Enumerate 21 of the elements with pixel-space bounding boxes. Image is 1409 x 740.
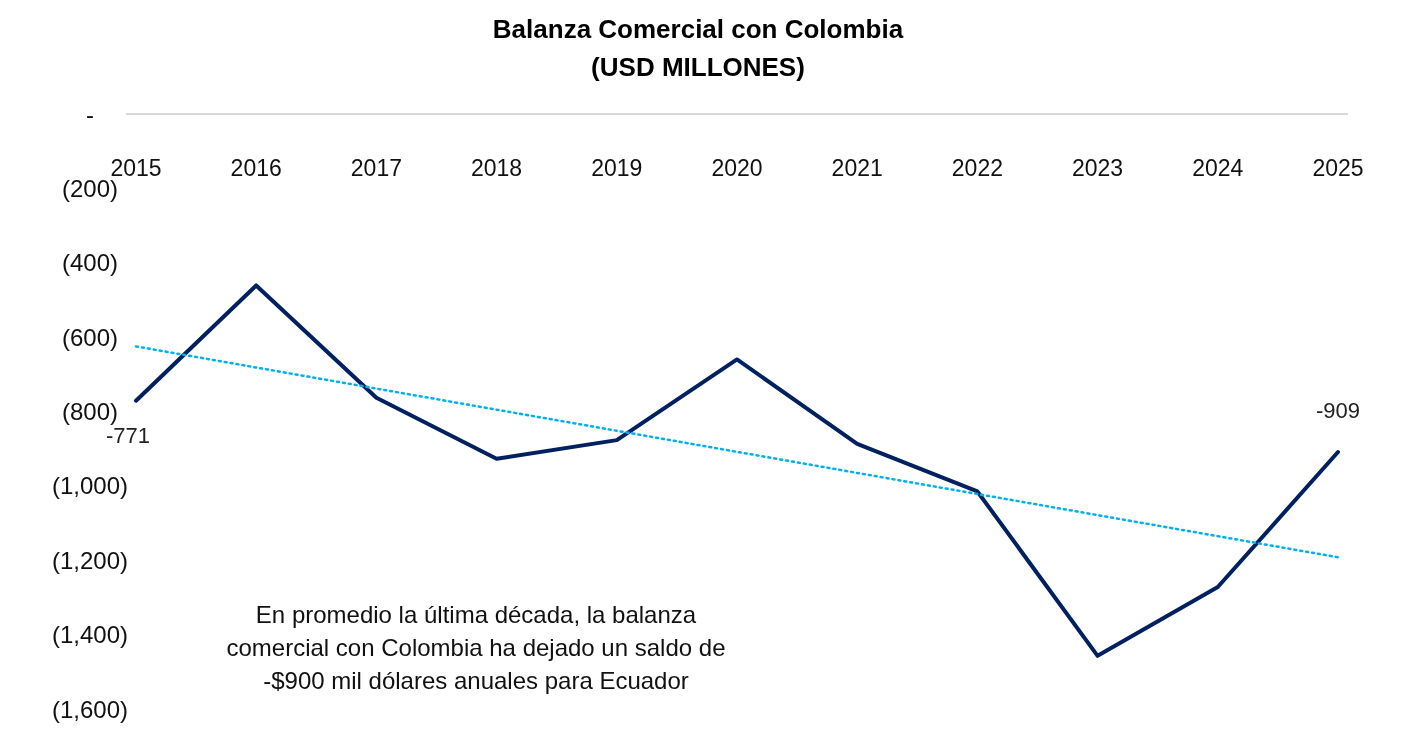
x-tick-label: 2021 (831, 155, 883, 182)
x-tick-label: 2024 (1192, 155, 1244, 182)
y-tick-label: (1,400) (51, 621, 129, 649)
x-tick-label: 2023 (1072, 155, 1124, 182)
chart-subtitle: (USD MILLONES) (590, 51, 806, 84)
x-tick-label: 2020 (711, 155, 763, 182)
chart-title: Balanza Comercial con Colombia (491, 13, 905, 46)
y-tick-label: (1,000) (51, 472, 129, 500)
y-tick-label: (600) (61, 323, 119, 351)
data-label: -909 (1315, 398, 1361, 424)
y-tick-label: - (86, 100, 94, 128)
x-tick-label: 2025 (1312, 155, 1364, 182)
x-tick-label: 2016 (230, 155, 282, 182)
x-tick-label: 2018 (471, 155, 523, 182)
x-tick-label: 2017 (350, 155, 402, 182)
x-tick-label: 2022 (951, 155, 1003, 182)
x-tick-label: 2019 (591, 155, 643, 182)
y-tick-label: (1,200) (51, 546, 129, 574)
y-tick-label: (1,600) (51, 695, 129, 723)
annotation: En promedio la última década, la balanza comercial con Colombia ha dejado un saldo de -$900 mil dólares anuales para Ecuador (226, 600, 726, 696)
y-tick-label: (400) (61, 249, 119, 277)
